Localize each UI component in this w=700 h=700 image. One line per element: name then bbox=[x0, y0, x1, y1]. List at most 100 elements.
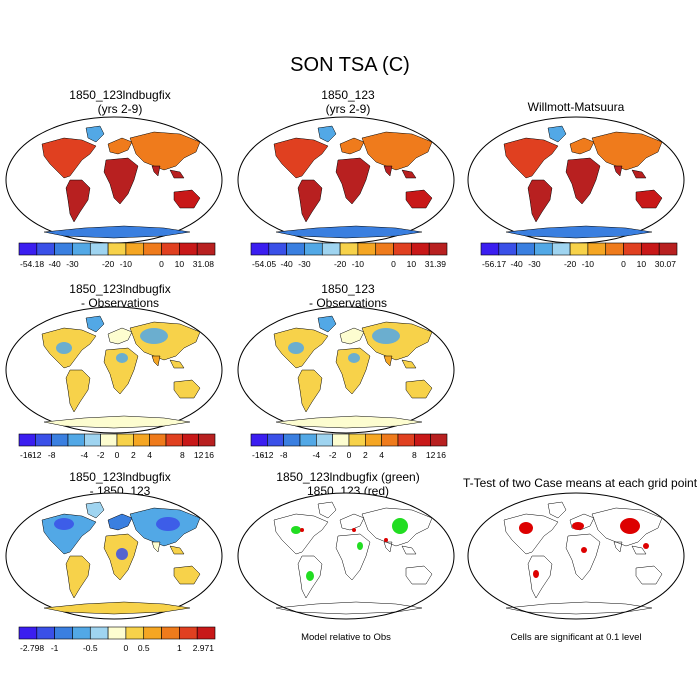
map-panel-p1 bbox=[5, 116, 223, 244]
continent-namerica bbox=[503, 137, 559, 179]
colorbar-box bbox=[641, 242, 660, 256]
colorbar-box bbox=[182, 433, 199, 447]
colorbar-label: 31.08 bbox=[193, 259, 215, 269]
colorbar-label: -10 bbox=[582, 259, 595, 269]
colorbar-box bbox=[268, 242, 287, 256]
colorbar-box bbox=[143, 242, 162, 256]
panel-title-p4: 1850_123lndbugfix - Observations bbox=[10, 282, 230, 310]
continent-namerica bbox=[273, 513, 329, 555]
colorbar-label: 1 bbox=[177, 643, 182, 653]
colorbar-label: 12 bbox=[426, 450, 436, 460]
colorbar-box bbox=[393, 242, 412, 256]
colorbar-box bbox=[304, 242, 323, 256]
colorbar-box bbox=[411, 242, 430, 256]
anomaly-patch bbox=[288, 342, 304, 354]
continent-europe bbox=[569, 513, 595, 531]
colorbar-label: 0 bbox=[621, 259, 626, 269]
colorbar-box bbox=[551, 242, 571, 256]
continent-seasia bbox=[401, 169, 417, 179]
colorbar-box bbox=[18, 433, 36, 447]
colorbar-label: 0 bbox=[115, 450, 120, 460]
continent-greenland bbox=[85, 125, 105, 143]
map-frame bbox=[237, 492, 455, 620]
colorbar-box bbox=[623, 242, 642, 256]
colorbar-label: -54.18 bbox=[20, 259, 44, 269]
colorbar-box bbox=[375, 242, 394, 256]
colorbar-box bbox=[100, 433, 118, 447]
continent-australia bbox=[635, 565, 663, 585]
continent-seasia bbox=[401, 545, 417, 555]
continent-samerica bbox=[65, 555, 91, 599]
colorbar-label: 0 bbox=[391, 259, 396, 269]
continent-seasia bbox=[169, 359, 185, 369]
colorbar-label: 12 bbox=[194, 450, 204, 460]
figure-title: SON TSA (C) bbox=[290, 54, 410, 76]
colorbar-label: 8 bbox=[412, 450, 417, 460]
colorbar-label: 10 bbox=[637, 259, 647, 269]
colorbar-label: -0.5 bbox=[83, 643, 98, 653]
colorbar-box bbox=[133, 433, 150, 447]
anomaly-patch bbox=[116, 548, 128, 560]
colorbar-box bbox=[72, 626, 91, 640]
colorbar-box bbox=[397, 433, 415, 447]
colorbar-box bbox=[428, 242, 448, 256]
continent-india bbox=[613, 165, 623, 177]
colorbar-label: 8 bbox=[180, 450, 185, 460]
red-cells bbox=[352, 528, 356, 532]
panel-title-p9: T-Test of two Case means at each grid po… bbox=[462, 476, 698, 490]
continent-greenland bbox=[85, 315, 105, 333]
panel-title-line1: 1850_123 bbox=[321, 88, 375, 102]
panel-title-p3: Willmott-Matsuura bbox=[466, 100, 686, 114]
colorbar-box bbox=[107, 626, 127, 640]
anomaly-patch bbox=[56, 342, 72, 354]
colorbar-box bbox=[605, 242, 624, 256]
continent-india bbox=[613, 541, 623, 553]
colorbar-box bbox=[36, 242, 55, 256]
colorbar-label: 16 bbox=[205, 450, 215, 460]
continent-greenland bbox=[547, 125, 567, 143]
continent-asia bbox=[591, 131, 663, 171]
colorbar-box bbox=[116, 433, 134, 447]
continent-samerica bbox=[65, 369, 91, 413]
continent-seasia bbox=[631, 169, 647, 179]
panel-title-line2: - Observations bbox=[80, 296, 160, 310]
colorbar-box bbox=[283, 433, 301, 447]
panel-title-line1: 1850_123lndbugfix bbox=[69, 88, 171, 102]
colorbar-box bbox=[51, 433, 69, 447]
continent-asia bbox=[361, 507, 433, 547]
panel-title-line1: 1850_123 bbox=[321, 282, 375, 296]
continent-europe bbox=[107, 327, 133, 345]
colorbar-cb7: -2.798 -1 -0.5 0 0.5 1 2.971 bbox=[18, 626, 216, 653]
continent-seasia bbox=[169, 169, 185, 179]
continent-antarctica bbox=[43, 415, 191, 429]
continent-seasia bbox=[631, 545, 647, 555]
colorbar-box bbox=[516, 242, 535, 256]
continent-europe bbox=[107, 137, 133, 155]
significant-cells bbox=[581, 547, 587, 553]
colorbar-cb1: -54.18 -40 -30 -20 -10 0 10 31.08 bbox=[18, 242, 216, 269]
green-cells bbox=[306, 571, 314, 581]
significant-cells bbox=[572, 522, 584, 530]
continent-europe bbox=[339, 137, 365, 155]
colorbar-label: -12 bbox=[261, 450, 274, 460]
continent-antarctica bbox=[43, 225, 191, 239]
colorbar-box bbox=[430, 433, 448, 447]
continent-asia bbox=[129, 131, 201, 171]
continent-india bbox=[151, 165, 161, 177]
continent-samerica bbox=[297, 555, 323, 599]
colorbar-box bbox=[357, 242, 377, 256]
continent-africa bbox=[335, 347, 371, 395]
continent-antarctica bbox=[275, 415, 423, 429]
continent-europe bbox=[107, 513, 133, 531]
colorbar-box bbox=[196, 242, 216, 256]
colorbar-label: -40 bbox=[510, 259, 523, 269]
continent-samerica bbox=[297, 369, 323, 413]
panel-title-line2: (yrs 2-9) bbox=[97, 102, 143, 116]
continent-india bbox=[383, 165, 393, 177]
colorbar-cb2: -54.05 -40 -30 -20 -10 0 10 31.39 bbox=[250, 242, 448, 269]
continent-australia bbox=[173, 379, 201, 399]
colorbar-box bbox=[299, 433, 317, 447]
colorbar-box bbox=[72, 242, 91, 256]
continent-asia bbox=[591, 507, 663, 547]
continent-australia bbox=[405, 379, 433, 399]
